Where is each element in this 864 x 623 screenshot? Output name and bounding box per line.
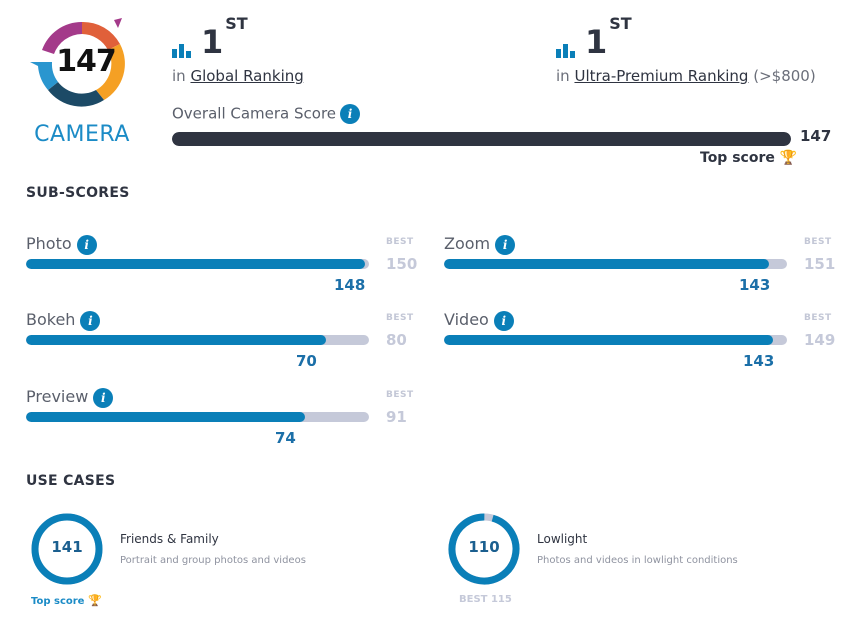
sub-score-bar: [26, 412, 369, 422]
sub-score-best: 149: [804, 331, 836, 349]
segment-rank: 1 ST: [556, 14, 632, 61]
use-case-footer: Top score 🏆: [31, 594, 102, 607]
sub-score-preview: Preview i BEST 91 74: [26, 387, 436, 457]
global-ranking-link[interactable]: Global Ranking: [190, 67, 304, 85]
rank-suffix: ST: [225, 14, 248, 33]
overall-score-fill: [172, 132, 791, 146]
sub-score-value: 143: [743, 352, 775, 370]
info-icon[interactable]: i: [493, 310, 514, 331]
sub-score-photo: Photo i BEST 150 148: [26, 234, 436, 304]
rank-prefix: in: [556, 67, 570, 85]
best-label: BEST: [386, 237, 414, 247]
sub-score-name: Preview: [26, 387, 89, 406]
sub-score-label: Preview i: [26, 387, 114, 408]
use-case-ring: [448, 513, 520, 585]
sub-score-fill: [444, 335, 774, 345]
sub-score-value: 148: [334, 276, 366, 294]
use-case-footer-text: Top score: [31, 596, 85, 607]
rank-prefix: in: [172, 67, 186, 85]
sub-score-fill: [26, 259, 365, 269]
ranking-bars-icon: [556, 44, 575, 58]
use-case-lowlight[interactable]: 110 Lowlight Photos and videos in lowlight…: [447, 512, 847, 612]
trophy-icon: 🏆: [779, 150, 798, 166]
use-case-title: Lowlight: [537, 532, 588, 546]
ranking-bars-icon: [172, 44, 191, 58]
sub-score-best: 91: [386, 408, 407, 426]
use-case-score: 141: [51, 538, 83, 556]
camera-score-logo: [30, 18, 125, 107]
ultra-premium-ranking-link[interactable]: Ultra-Premium Ranking: [574, 67, 749, 85]
use-case-score: 110: [468, 538, 500, 556]
sub-score-best: 151: [804, 255, 836, 273]
info-icon[interactable]: i: [76, 234, 97, 255]
global-rank-text: in Global Ranking: [172, 67, 304, 85]
use-case-footer: BEST 115: [459, 594, 512, 605]
price-qualifier: (>$800): [753, 67, 816, 85]
category-label: CAMERA: [34, 122, 130, 147]
overall-score-bar: [172, 132, 791, 146]
sub-score-best: 150: [386, 255, 418, 273]
sub-score-bar: [26, 259, 369, 269]
best-label: BEST: [804, 313, 832, 323]
rank-number: 1: [585, 23, 608, 61]
sub-score-fill: [26, 412, 305, 422]
sub-score-label: Video i: [444, 310, 514, 331]
top-score-badge: Top score 🏆: [700, 150, 797, 166]
sub-score-bar: [444, 335, 787, 345]
top-score-label: Top score: [700, 150, 775, 166]
sub-score-zoom: Zoom i BEST 151 143: [444, 234, 854, 304]
rank-number: 1: [201, 23, 224, 61]
sub-score-bar: [26, 335, 369, 345]
ring-fill: [31, 513, 103, 585]
overall-score-label: Overall Camera Score i: [172, 104, 361, 124]
sub-score-fill: [26, 335, 327, 345]
sub-score-value: 70: [296, 352, 317, 370]
best-label: BEST: [386, 390, 414, 400]
rank-suffix: ST: [609, 14, 632, 33]
sub-score-name: Video: [444, 310, 489, 329]
sub-score-name: Photo: [26, 234, 72, 253]
use-case-description: Portrait and group photos and videos: [120, 555, 306, 566]
sub-score-label: Zoom i: [444, 234, 516, 255]
global-rank: 1 ST: [172, 14, 248, 61]
info-icon[interactable]: i: [495, 234, 516, 255]
sub-score-value: 74: [275, 429, 296, 447]
sub-score-fill: [444, 259, 769, 269]
overall-label-text: Overall Camera Score: [172, 104, 337, 123]
info-icon[interactable]: i: [80, 310, 101, 331]
sub-score-value: 143: [739, 276, 771, 294]
info-icon[interactable]: i: [93, 387, 114, 408]
use-case-description: Photos and videos in lowlight conditions: [537, 555, 738, 566]
logo-score: 147: [56, 44, 117, 79]
use-case-ring: [31, 513, 103, 585]
best-label: BEST: [386, 313, 414, 323]
overall-score-value: 147: [800, 127, 832, 145]
segment-rank-text: in Ultra-Premium Ranking (>$800): [556, 67, 816, 85]
sub-score-label: Photo i: [26, 234, 97, 255]
use-case-friends-family[interactable]: 141 Friends & Family Portrait and group ph…: [30, 512, 430, 612]
sub-score-name: Bokeh: [26, 310, 76, 329]
sub-score-best: 80: [386, 331, 407, 349]
sub-score-name: Zoom: [444, 234, 491, 253]
best-label: BEST: [804, 237, 832, 247]
sub-score-label: Bokeh i: [26, 310, 101, 331]
sub-score-video: Video i BEST 149 143: [444, 310, 854, 380]
use-cases-title: USE CASES: [26, 473, 116, 489]
trophy-icon: 🏆: [87, 594, 102, 607]
use-case-title: Friends & Family: [120, 532, 219, 546]
info-icon[interactable]: i: [340, 104, 361, 124]
use-case-footer-text: BEST 115: [459, 594, 512, 605]
sub-score-bokeh: Bokeh i BEST 80 70: [26, 310, 436, 380]
sub-score-bar: [444, 259, 787, 269]
sub-scores-title: SUB-SCORES: [26, 185, 130, 201]
